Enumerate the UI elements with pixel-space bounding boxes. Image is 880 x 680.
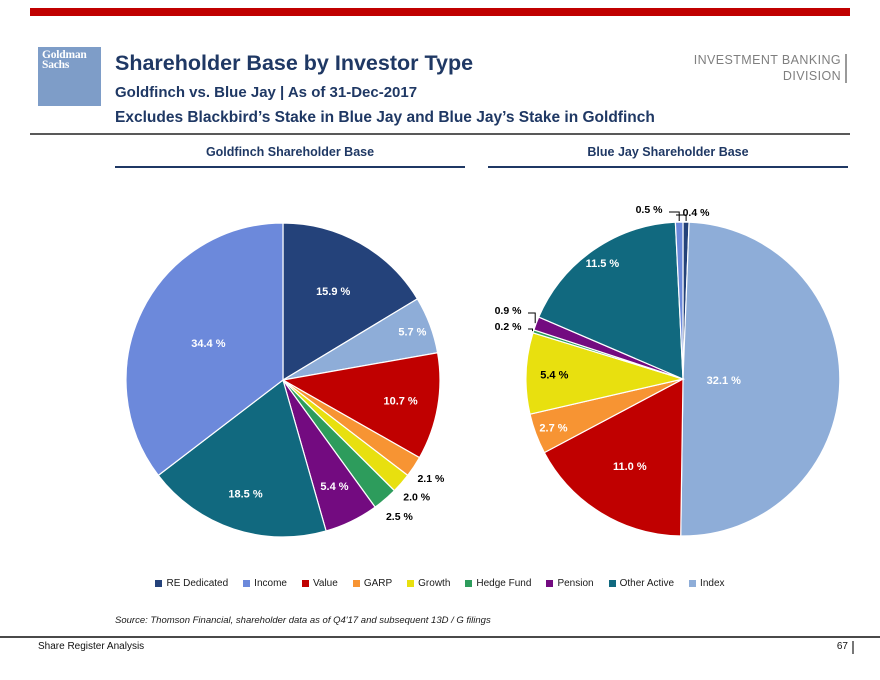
pie-label-leader-line [528,328,533,332]
pie-label-leader-line [528,312,536,324]
pie-slice-label: 2.1 % [417,473,445,485]
chart-title-bluejay: Blue Jay Shareholder Base [488,145,848,168]
pie0-slice-other-active [157,378,327,538]
pie-slice-label: 0.2 % [495,321,523,333]
division-line1: INVESTMENT BANKING [693,53,841,67]
pie-slice-label: 32.1 % [707,375,741,387]
legend-item: Income [243,578,287,589]
legend-item: Growth [407,578,450,589]
legend-item: Value [301,578,338,589]
pie-slice-label: 5.4 % [540,369,568,381]
division-divider-bar [845,54,847,83]
pie-slice-label: 18.5 % [228,488,262,500]
legend-swatch [155,580,163,587]
page-number: 67 [836,641,848,652]
legend-item: Pension [546,578,594,589]
chart-title-goldfinch: Goldfinch Shareholder Base [115,145,465,168]
legend-label: Other Active [619,578,675,589]
pie-slice-label: 10.7 % [383,395,417,407]
source-note: Source: Thomson Financial, shareholder d… [115,615,491,626]
pie0-slice-value [281,352,441,459]
pie0-slice-income [125,222,284,477]
legend-item: GARP [352,578,393,589]
legend-item: Other Active [608,578,675,589]
pie-slice-label: 5.4 % [320,481,348,493]
pie-slice-label: 11.0 % [613,461,647,473]
footer-title: Share Register Analysis [38,641,145,652]
footer-rule [0,636,880,638]
pie-slice-label: 5.7 % [398,327,426,339]
legend-label: Pension [557,578,594,589]
legend-swatch [546,580,554,587]
logo-line2: Sachs [42,59,70,71]
division-line2: DIVISION [782,68,841,83]
chart-legend: RE Dedicated Income Value GARP Growth Hedge F… [0,578,880,589]
pie-slice-label: 0.5 % [636,204,664,216]
legend-swatch [301,580,309,587]
pie-slice-label: 0.4 % [683,207,711,219]
pie1-slice-income [674,221,684,380]
pie1-slice-index [680,221,841,537]
page-title: Shareholder Base by Investor Type [115,51,474,75]
legend-label: RE Dedicated [166,578,229,589]
legend-item: RE Dedicated [155,578,228,589]
exclusion-note: Excludes Blackbird’s Stake in Blue Jay a… [115,109,655,126]
logo-text: Goldman Sachs [38,47,101,71]
pie1-slice-other-active [537,221,684,380]
pie-slice-label: 15.9 % [316,286,350,298]
legend-swatch [608,580,616,587]
legend-swatch [352,580,360,587]
legend-label: GARP [363,578,393,589]
pie-slice-label: 34.4 % [191,338,225,350]
legend-item: Index [689,578,725,589]
legend-swatch [465,580,473,587]
legend-item: Hedge Fund [465,578,531,589]
header-rule [30,133,850,135]
legend-swatch [243,580,251,587]
legend-swatch [689,580,697,587]
pie-slice-label: 11.5 % [586,258,620,270]
legend-swatch [407,580,415,587]
legend-label: Growth [418,578,451,589]
division-label: INVESTMENT BANKING DIVISION [694,53,841,84]
pie-slice-label: 0.9 % [495,305,523,317]
pie-label-leader-line [669,211,680,221]
pie-slice-label: 2.7 % [539,422,567,434]
legend-label: Hedge Fund [476,578,532,589]
page-subtitle: Goldfinch vs. Blue Jay | As of 31-Dec-20… [115,84,418,101]
pie-slice-label: 2.5 % [386,511,414,523]
pie1-slice-value [543,377,684,537]
pie-slice-label: 2.0 % [403,492,431,504]
top-accent-bar [30,8,850,16]
legend-label: Index [700,578,725,589]
page-number-bar [852,641,854,654]
pie0-slice-re-dedicated [282,222,419,382]
goldman-sachs-logo: Goldman Sachs [38,47,101,106]
logo-line1: Goldman [42,49,87,61]
legend-label: Value [312,578,338,589]
legend-label: Income [254,578,287,589]
